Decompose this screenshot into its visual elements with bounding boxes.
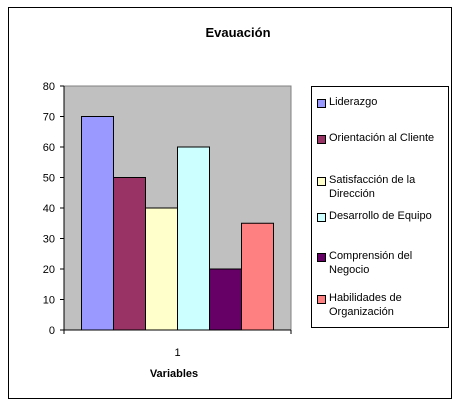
legend-label: Liderazgo	[329, 96, 378, 108]
legend-swatch	[317, 295, 326, 304]
legend-swatch	[317, 253, 326, 262]
legend-item: Habilidades de Organización	[317, 291, 451, 319]
legend-swatch	[317, 213, 326, 222]
y-tick-label: 0	[49, 325, 55, 337]
legend-label: Satisfacción de la Dirección	[329, 174, 416, 200]
legend-label: Comprensión del Negocio	[329, 250, 413, 276]
legend-item: Satisfacción de la Dirección	[317, 173, 451, 201]
legend-swatch	[317, 99, 326, 108]
y-tick-label: 80	[43, 81, 55, 93]
legend-label: Desarrollo de Equipo	[329, 210, 432, 222]
bar-3	[145, 207, 178, 331]
y-tick-label: 30	[43, 234, 55, 246]
chart-legend: Liderazgo Orientación al Cliente Satisfacc…	[311, 86, 449, 328]
y-tick-label: 20	[43, 264, 55, 276]
legend-label: Orientación al Cliente	[329, 132, 435, 144]
x-axis-label: Variables	[150, 368, 198, 380]
x-tick-label: 1	[174, 347, 180, 359]
y-tick-label: 50	[43, 173, 55, 185]
bar-5	[209, 268, 242, 331]
legend-item: Comprensión del Negocio	[317, 249, 451, 277]
legend-item: Liderazgo	[317, 95, 451, 109]
chart-title: Evauación	[205, 25, 270, 40]
y-tick-label: 60	[43, 142, 55, 154]
y-tick-label: 40	[43, 203, 55, 215]
legend-label: Habilidades de Organización	[329, 292, 402, 318]
legend-swatch	[317, 177, 326, 186]
chart-frame	[8, 7, 452, 399]
bar-2	[113, 177, 146, 331]
bar-1	[81, 116, 114, 331]
y-tick-label: 70	[43, 112, 55, 124]
y-tick-label: 10	[43, 295, 55, 307]
bar-4	[177, 146, 210, 331]
bar-6	[241, 222, 274, 331]
legend-item: Desarrollo de Equipo	[317, 209, 451, 223]
legend-item: Orientación al Cliente	[317, 131, 451, 145]
legend-swatch	[317, 135, 326, 144]
